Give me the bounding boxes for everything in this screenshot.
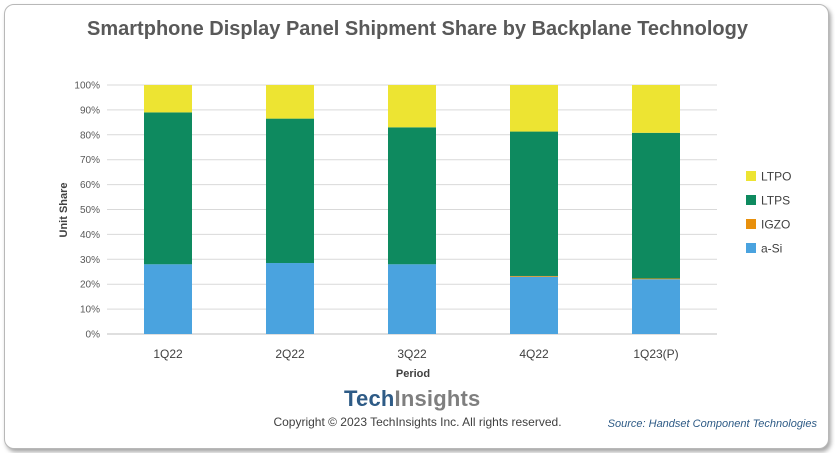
y-tick-label: 50% xyxy=(80,205,100,216)
bar-segment-ltps xyxy=(510,131,558,276)
legend: LTPO LTPS IGZO a-Si xyxy=(746,170,791,256)
bar-segment-ltpo xyxy=(510,85,558,132)
y-tick-label: 100% xyxy=(74,81,100,92)
legend-swatch xyxy=(746,219,756,229)
bar-segment-ltps xyxy=(632,132,680,279)
y-tick-label: 90% xyxy=(80,105,100,116)
x-tick-label: 3Q22 xyxy=(397,347,427,361)
y-tick-label: 60% xyxy=(80,180,100,191)
bar-segment-igzo xyxy=(632,278,680,280)
copyright-text: Copyright © 2023 TechInsights Inc. All r… xyxy=(273,415,562,429)
bar-segment-ltps xyxy=(388,127,436,265)
x-axis-label: Period xyxy=(396,368,430,380)
logo-insights-text: Insights xyxy=(394,386,481,411)
legend-label: LTPS xyxy=(761,194,790,208)
bar-segment-ltpo xyxy=(144,85,192,113)
y-tick-label: 30% xyxy=(80,255,100,266)
bars xyxy=(144,85,680,334)
legend-swatch xyxy=(746,195,756,205)
y-tick-label: 10% xyxy=(80,305,100,316)
y-tick-label: 40% xyxy=(80,230,100,241)
y-axis-label: Unit Share xyxy=(58,182,70,237)
x-tick-labels: 1Q22 2Q22 3Q22 4Q22 1Q23(P) xyxy=(153,347,678,361)
source-text: Source: Handset Component Technologies xyxy=(607,418,817,430)
bar-segment-a-si xyxy=(388,264,436,334)
legend-label: LTPO xyxy=(761,170,791,184)
bar-segment-igzo xyxy=(510,275,558,277)
bar-segment-a-si xyxy=(510,276,558,334)
logo-tech-text: Tech xyxy=(344,386,395,411)
bar-segment-ltpo xyxy=(632,85,680,133)
bar-segment-a-si xyxy=(266,263,314,334)
legend-swatch xyxy=(746,243,756,253)
bar-segment-ltpo xyxy=(266,85,314,119)
bar-segment-ltps xyxy=(266,118,314,264)
legend-label: a-Si xyxy=(761,242,782,256)
y-tick-label: 0% xyxy=(86,330,101,341)
x-tick-label: 1Q23(P) xyxy=(633,347,678,361)
techinsights-logo: TechInsights xyxy=(344,386,480,412)
bar-segment-ltps xyxy=(144,112,192,265)
bar-segment-a-si xyxy=(144,264,192,334)
x-tick-label: 1Q22 xyxy=(153,347,183,361)
bar-segment-ltpo xyxy=(388,85,436,128)
y-tick-label: 70% xyxy=(80,155,100,166)
chart-title: Smartphone Display Panel Shipment Share … xyxy=(87,18,748,40)
y-tick-label: 80% xyxy=(80,130,100,141)
bar-segment-a-si xyxy=(632,279,680,334)
y-tick-label: 20% xyxy=(80,280,100,291)
y-tick-labels: 0% 10% 20% 30% 40% 50% 60% 70% 80% 90% 100% xyxy=(74,81,100,341)
x-tick-label: 4Q22 xyxy=(519,347,549,361)
legend-swatch xyxy=(746,171,756,181)
x-tick-label: 2Q22 xyxy=(275,347,305,361)
legend-label: IGZO xyxy=(761,218,790,232)
